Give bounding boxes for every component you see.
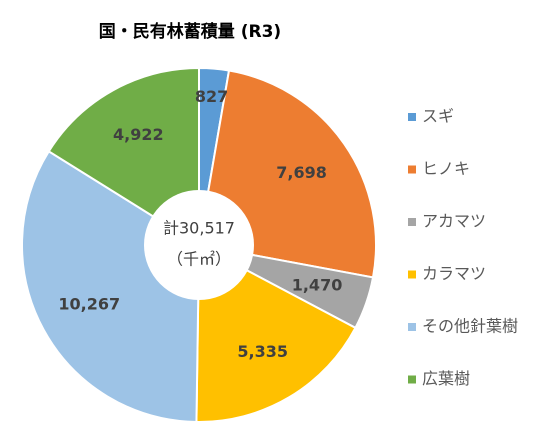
slice: [195, 243, 357, 423]
data-label: 827: [195, 87, 228, 106]
legend-swatch: [408, 375, 416, 384]
slice: [47, 66, 200, 247]
data-label: 5,335: [237, 342, 288, 361]
legend-label: その他針葉樹: [422, 317, 518, 336]
legend-swatch: [408, 270, 416, 279]
legend-label: ヒノキ: [422, 159, 470, 178]
donut-hole: [144, 190, 254, 300]
legend-swatch: [408, 113, 416, 121]
data-label: 1,470: [292, 276, 343, 295]
legend-swatch: [408, 323, 416, 331]
legend-label: 広葉樹: [422, 369, 470, 388]
legend-swatch: [408, 165, 416, 174]
data-label: 10,267: [58, 294, 120, 313]
center-label: 計30,517: [163, 219, 235, 238]
legend-label: スギ: [422, 107, 454, 126]
legend-swatch: [408, 218, 416, 226]
center-unit: （千㎡）: [167, 250, 231, 269]
legend-label: カラマツ: [422, 264, 486, 283]
chart-title: 国・民有林蓄積量 (R3): [99, 21, 281, 42]
legend-label: アカマツ: [422, 212, 486, 231]
data-label: 4,922: [113, 125, 164, 144]
data-label: 7,698: [276, 163, 327, 182]
